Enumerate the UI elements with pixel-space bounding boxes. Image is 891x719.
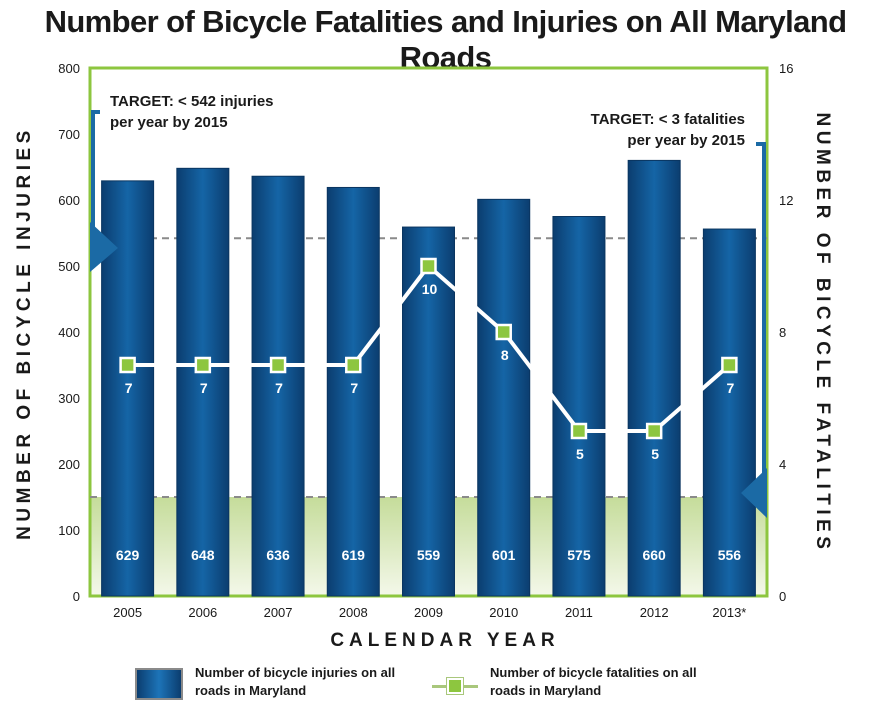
injury-target-label: TARGET: < 542 injuries bbox=[110, 93, 274, 110]
bar-value-label: 660 bbox=[642, 547, 666, 563]
y-left-tick-label: 300 bbox=[58, 391, 80, 406]
fatality-value-label: 7 bbox=[125, 380, 133, 396]
y-left-axis-title: NUMBER OF BICYCLE INJURIES bbox=[14, 126, 35, 540]
x-tick-label: 2007 bbox=[264, 605, 293, 620]
x-tick-label: 2011 bbox=[565, 605, 593, 620]
fatality-marker-2005 bbox=[119, 356, 136, 374]
bar-2013* bbox=[702, 228, 756, 597]
bar-value-label: 575 bbox=[567, 547, 591, 563]
fatality-marker-2011 bbox=[570, 422, 588, 440]
injury-target-bracket bbox=[91, 110, 100, 250]
fatality-target-label-2: per year by 2015 bbox=[627, 132, 745, 149]
bar-2010 bbox=[477, 198, 531, 597]
x-tick-label: 2012 bbox=[640, 605, 669, 620]
bar-value-label: 619 bbox=[342, 547, 366, 563]
bar-value-label: 629 bbox=[116, 547, 140, 563]
bar-value-label: 648 bbox=[191, 547, 215, 563]
legend-fatalities-marker bbox=[446, 677, 464, 695]
fatality-value-label: 7 bbox=[726, 380, 734, 396]
fatality-value-label: 5 bbox=[651, 446, 659, 462]
y-right-tick-label: 16 bbox=[779, 61, 793, 76]
x-tick-label: 2005 bbox=[113, 605, 142, 620]
legend-injuries-swatch bbox=[135, 668, 183, 700]
fatality-value-label: 10 bbox=[422, 281, 438, 297]
bar-value-label: 601 bbox=[492, 547, 516, 563]
x-tick-label: 2009 bbox=[414, 605, 443, 620]
y-right-tick-label: 0 bbox=[779, 589, 786, 604]
x-tick-label: 2013* bbox=[712, 605, 746, 620]
x-tick-label: 2008 bbox=[339, 605, 368, 620]
y-right-tick-label: 12 bbox=[779, 193, 793, 208]
bar-value-label: 636 bbox=[266, 547, 290, 563]
fatality-value-label: 7 bbox=[200, 380, 208, 396]
fatality-target-arrow bbox=[741, 468, 767, 518]
bar-value-label: 556 bbox=[718, 547, 742, 563]
fatality-target-bracket bbox=[756, 142, 766, 495]
y-right-tick-label: 4 bbox=[779, 457, 786, 472]
fatality-marker-2013* bbox=[721, 356, 738, 374]
fatality-marker-2008 bbox=[345, 356, 362, 374]
bar-value-label: 559 bbox=[417, 547, 441, 563]
fatality-marker-2009 bbox=[420, 257, 437, 275]
fatality-marker-2010 bbox=[495, 323, 512, 341]
fatality-marker-2006 bbox=[194, 356, 212, 374]
fatality-value-label: 7 bbox=[350, 380, 358, 396]
y-right-tick-label: 8 bbox=[779, 325, 786, 340]
fatality-target-label: TARGET: < 3 fatalities bbox=[591, 111, 745, 128]
bar-2008 bbox=[326, 186, 380, 597]
bar-2007 bbox=[251, 175, 305, 597]
fatality-value-label: 7 bbox=[275, 380, 283, 396]
chart-title: Number of Bicycle Fatalities and Injurie… bbox=[44, 4, 847, 75]
fatality-value-label: 8 bbox=[501, 347, 509, 363]
y-right-axis-title: NUMBER OF BICYCLE FATALITIES bbox=[812, 113, 833, 554]
fatality-value-label: 5 bbox=[576, 446, 584, 462]
fatality-marker-2007 bbox=[269, 356, 287, 374]
y-left-tick-label: 800 bbox=[58, 61, 80, 76]
y-left-tick-label: 700 bbox=[58, 127, 80, 142]
fatality-marker-2012 bbox=[645, 422, 663, 440]
y-left-tick-label: 400 bbox=[58, 325, 80, 340]
y-left-tick-label: 600 bbox=[58, 193, 80, 208]
legend-injuries-label: Number of bicycle injuries on all roads … bbox=[195, 665, 396, 698]
x-tick-label: 2010 bbox=[489, 605, 518, 620]
x-axis-title: CALENDAR YEAR bbox=[330, 630, 559, 651]
legend-fatalities-label: Number of bicycle fatalities on all road… bbox=[490, 665, 697, 698]
injury-target-label-2: per year by 2015 bbox=[110, 114, 228, 131]
bar-2006 bbox=[176, 167, 230, 597]
y-left-tick-label: 0 bbox=[73, 589, 80, 604]
injury-target-arrow bbox=[90, 222, 118, 272]
y-left-tick-label: 100 bbox=[58, 523, 80, 538]
y-left-tick-label: 200 bbox=[58, 457, 80, 472]
bar-2012 bbox=[627, 159, 681, 597]
x-tick-label: 2006 bbox=[188, 605, 217, 620]
y-left-tick-label: 500 bbox=[58, 259, 80, 274]
